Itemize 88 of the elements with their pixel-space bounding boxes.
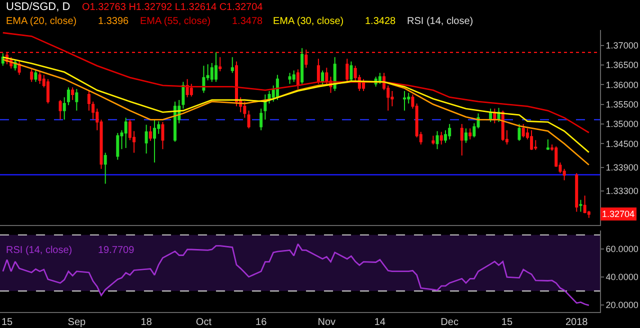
series-label: RSI (14, close) [6,245,72,256]
candlestick [346,58,349,82]
candlestick [202,65,206,94]
candlestick [296,68,300,90]
text: 1.3428 [365,16,396,27]
candlestick [182,81,185,110]
candlestick [288,72,292,84]
candlestick [214,52,218,82]
candlestick [316,58,320,84]
text: EMA (30, close) [273,16,344,27]
candlestick [432,135,435,145]
candlestick [144,124,148,154]
candlestick [218,56,222,72]
candlestick [58,100,62,120]
candlestick [46,78,50,104]
x-tick-label: 14 [374,317,386,328]
candlestick [62,96,66,120]
text: 1.32704 [602,209,635,219]
y-tick-label: 40.0000 [606,272,638,282]
y-tick-label: 1.36500 [606,60,638,70]
chart-title: USD/SGD, D [6,1,70,13]
y-tick-label: 1.35000 [606,119,638,130]
y-tick-label: 1.35500 [606,99,638,110]
candlestick [292,70,296,82]
candlestick [161,122,164,150]
y-tick-label: 60.0000 [606,244,638,254]
text: O1.32763 H1.32792 L1.32614 C1.32704 [82,2,264,13]
y-tick-label: 20.0000 [606,300,638,310]
candlestick [448,124,452,140]
x-tick-label: Nov [318,317,336,328]
candlestick [460,124,464,156]
candlestick [546,138,550,150]
candlestick [260,108,263,131]
candlestick [153,119,156,164]
candlestick [350,60,353,82]
candlestick [402,90,406,112]
candlestick [230,56,234,74]
x-tick-label: Oct [196,317,212,328]
text: EMA (20, close) [6,16,77,27]
candlestick [522,124,525,138]
candlestick [38,72,42,84]
candlestick [148,125,152,142]
x-tick-label: 2018 [565,317,588,328]
text: RSI (14, close) [407,16,474,27]
candlestick [579,199,582,212]
candlestick [66,86,70,106]
candlestick [440,131,443,145]
text: 1.3478 [232,16,264,27]
x-tick-label: 15 [1,317,13,328]
candlestick [124,117,128,148]
candlestick [530,130,534,150]
y-tick-label: 1.36000 [606,80,638,90]
candlestick [1,52,4,66]
candlestick [186,78,189,98]
candlestick [190,83,193,97]
candlestick [116,132,120,160]
candlestick [247,110,250,129]
candlestick [75,88,78,112]
text: EMA (55, close) [140,16,211,27]
candlestick [300,48,304,84]
candlestick [104,152,107,184]
line-series [2,32,590,134]
candlestick [71,86,74,101]
candlestick [34,70,38,82]
candlestick [468,128,472,140]
x-tick-label: Sep [68,317,86,328]
candlestick [30,68,34,82]
y-tick-label: 1.33900 [606,162,638,172]
candlestick [575,172,578,212]
y-tick-label: 1.33300 [606,186,638,196]
x-tick-label: Dec [440,317,458,328]
y-tick-label: 1.34500 [606,138,638,149]
candlestick [174,101,177,142]
annotation: 19.7709 [98,245,135,256]
candlestick [518,124,521,142]
x-tick-label: 15 [501,317,513,328]
candlestick [276,74,279,101]
candlestick [464,128,468,144]
x-tick-label: 18 [140,317,152,328]
candlestick [436,130,439,150]
candlestick [87,90,90,112]
y-tick-label: 1.37000 [606,40,638,50]
x-tick-label: 16 [256,317,268,328]
candlestick [321,70,324,86]
candlestick [583,195,586,214]
text: 1.3396 [98,16,130,27]
candlestick [243,101,246,118]
line-series [2,243,590,306]
